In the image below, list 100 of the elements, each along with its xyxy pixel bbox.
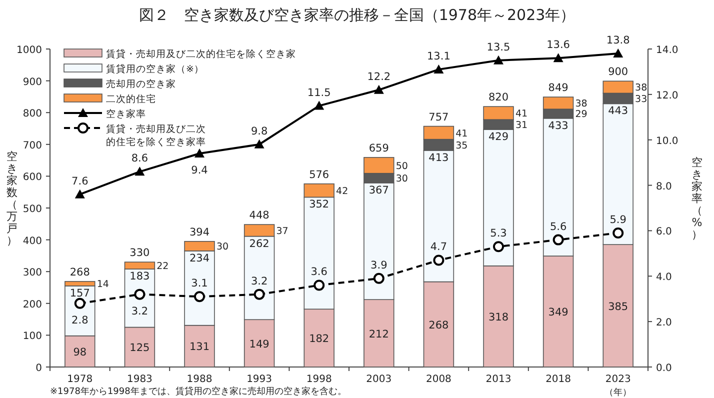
total-label: 576 — [309, 168, 330, 181]
x-tick-label: 2008 — [426, 374, 452, 385]
chart-title: 図２ 空き家数及び空き家率の推移－全国（1978年～2023年） — [138, 6, 576, 24]
data-label: 13.6 — [546, 39, 570, 52]
y-tick-label: 700 — [22, 140, 42, 152]
y-tick-label: 500 — [22, 204, 42, 215]
data-label: 31 — [515, 120, 528, 132]
data-label: 131 — [189, 341, 210, 354]
data-label: 2.8 — [72, 314, 88, 326]
data-label: 149 — [249, 338, 270, 350]
y2-tick-label: 14.0 — [656, 45, 678, 56]
data-label: 35 — [456, 140, 468, 152]
data-label: 14 — [96, 279, 109, 290]
point — [314, 280, 325, 291]
data-label: 3.2 — [131, 305, 148, 318]
y2-tick-label: 2.0 — [656, 318, 672, 329]
data-label: 33 — [635, 94, 648, 105]
y2-tick-label: 10.0 — [656, 136, 678, 147]
data-label: 30 — [396, 174, 408, 185]
point — [134, 166, 145, 176]
data-label: 11.5 — [307, 86, 331, 99]
data-label: 3.9 — [370, 259, 388, 272]
legend-label: 賃貸・売却用及び二次的住宅を除く空き家率 — [106, 123, 206, 148]
point — [553, 53, 564, 62]
data-label: 5.3 — [490, 228, 507, 240]
data-label: 38 — [635, 82, 648, 94]
total-label: 757 — [428, 111, 449, 124]
legend-label: 賃貸用の空き家（※） — [106, 63, 204, 75]
data-label: 429 — [488, 130, 509, 143]
data-label: 8.6 — [131, 152, 148, 165]
total-label: 448 — [249, 210, 270, 222]
y-tick-label: 300 — [22, 268, 42, 279]
data-label: 385 — [608, 300, 628, 313]
data-label: 9.8 — [250, 125, 268, 138]
data-label: 30 — [216, 242, 229, 253]
y-axis-title: 空き家数（万戸） — [6, 150, 18, 247]
point — [314, 100, 324, 110]
data-label: 22 — [156, 261, 169, 272]
point — [613, 48, 624, 58]
data-label: 98 — [73, 346, 87, 358]
point — [373, 272, 384, 284]
y2-tick-label: 4.0 — [656, 272, 672, 284]
y2-tick-label: 0.0 — [656, 363, 672, 374]
point — [74, 298, 86, 309]
data-label: 50 — [396, 160, 408, 172]
y2-tick-label: 6.0 — [656, 226, 672, 238]
data-label: 42 — [336, 186, 348, 198]
data-label: 182 — [309, 333, 330, 346]
y-tick-label: 800 — [22, 108, 42, 120]
point — [374, 84, 384, 94]
data-label: 157 — [70, 287, 90, 300]
point — [612, 227, 624, 238]
data-label: 183 — [130, 270, 150, 283]
y-tick-label: 1000 — [16, 45, 42, 56]
x-tick-label: 1998 — [306, 374, 332, 385]
data-label: 3.6 — [310, 266, 328, 278]
y2-tick-label: 8.0 — [656, 181, 672, 192]
data-label: 367 — [368, 184, 389, 196]
legend-label: 売却用の空き家 — [106, 78, 176, 90]
x-tick-label: 2003 — [366, 374, 392, 385]
data-label: 433 — [548, 120, 568, 132]
point — [434, 64, 444, 74]
point — [254, 139, 264, 148]
y-tick-label: 100 — [22, 331, 42, 342]
total-label: 849 — [548, 82, 568, 94]
x-tick-label: 2013 — [486, 374, 512, 385]
data-label: 3.2 — [250, 275, 268, 288]
total-label: 659 — [368, 142, 389, 154]
data-label: 13.8 — [606, 34, 630, 47]
data-label: 125 — [130, 342, 150, 354]
legend-label: 空き家率 — [106, 108, 146, 120]
data-label: 12.2 — [367, 70, 391, 83]
data-label: 318 — [488, 311, 509, 324]
data-label: 37 — [276, 226, 288, 237]
x-tick-label: 2023 — [605, 374, 631, 385]
data-label: 13.1 — [427, 50, 450, 62]
point — [433, 254, 444, 266]
y2-tick-label: 12.0 — [656, 90, 678, 102]
y2-axis-title: 空き家率（%） — [692, 156, 702, 241]
data-label: 41 — [515, 108, 528, 120]
x-axis-title: （年） — [604, 387, 632, 398]
data-label: 3.1 — [191, 278, 208, 290]
data-label: 349 — [548, 306, 568, 319]
data-label: 5.6 — [550, 220, 567, 233]
legend-label: 賃貸・売却用及び二次的住宅を除く空き家 — [106, 48, 296, 60]
point — [254, 288, 265, 300]
data-label: 413 — [428, 152, 449, 164]
x-tick-label: 1978 — [67, 374, 93, 385]
point — [493, 241, 504, 252]
y-tick-label: 0 — [36, 363, 42, 374]
total-label: 900 — [608, 66, 628, 78]
x-tick-label: 1983 — [126, 374, 152, 385]
data-label: 13.5 — [486, 41, 510, 54]
data-label: 7.6 — [72, 175, 89, 188]
data-label: 41 — [456, 128, 468, 140]
data-label: 268 — [428, 319, 449, 332]
x-tick-label: 1988 — [186, 374, 212, 385]
point — [494, 55, 504, 64]
data-label: 9.4 — [191, 164, 208, 176]
point — [134, 288, 146, 300]
